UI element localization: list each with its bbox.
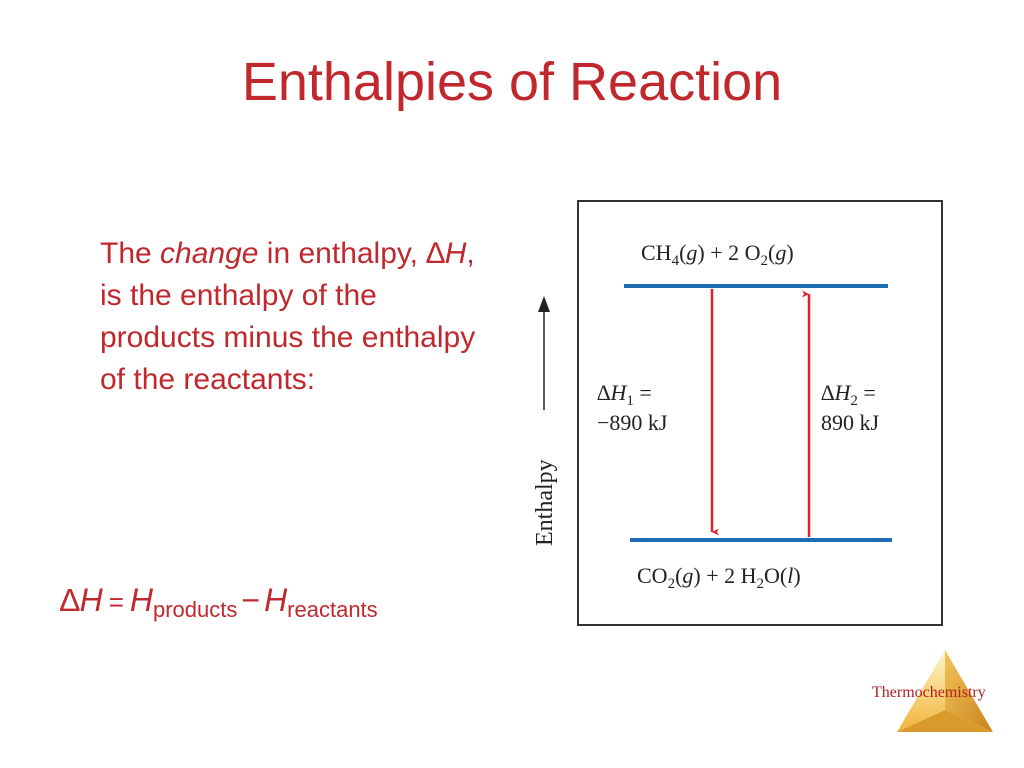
enthalpy-diagram: Enthalpy CH4(g) + 2 O2(g) CO2(g) + 2 H2O… [532,200,943,626]
upper-g1: g [686,240,697,265]
dh2-sub: 2 [850,393,858,409]
lower-paren1: ( [675,563,682,588]
text-part-3: , is the enthalpy of the products minus … [100,237,476,396]
upper-sub4: 4 [672,253,680,269]
upper-paren2: ) [697,240,704,265]
lower-sub2: 2 [668,576,676,592]
lower-state-label: CO2(g) + 2 H2O(l) [637,563,801,592]
upper-plus: + 2 O [705,240,761,265]
equation-delta: ∆ [60,582,80,618]
upper-g2: g [775,240,786,265]
dh1-h: H [609,380,627,405]
equation-equals: = [108,587,124,617]
upper-sub2: 2 [761,253,769,269]
definition-text: The change in enthalpy, ∆H, is the entha… [100,233,480,401]
lower-subh: 2 [757,576,765,592]
equation-products-subscript: products [152,597,238,622]
slide-title: Enthalpies of Reaction [241,52,783,112]
lower-o: O( [764,563,787,588]
lower-co: CO [637,563,668,588]
equation-h-reactants: H [264,582,288,618]
lower-plus: + 2 H [701,563,757,588]
upper-paren3: ( [768,240,775,265]
equation-minus: − [241,582,261,618]
delta-symbol: ∆ [426,237,445,270]
text-part-1: The [100,237,161,270]
lower-close: ) [793,563,800,588]
text-emphasis-change: change [160,237,259,270]
dh1-value: −890 kJ [597,410,668,435]
upper-ch: CH [641,240,672,265]
dh1-eq: = [634,380,652,405]
h-symbol: H [444,237,467,270]
dh1-sub: 1 [626,393,634,409]
upper-paren4: ) [786,240,793,265]
upper-paren1: ( [679,240,686,265]
lower-paren2: ) [693,563,700,588]
dh2-value: 890 kJ [821,410,880,435]
enthalpy-axis-arrowhead [538,296,550,312]
triangle-logo-icon [897,650,993,732]
equation-h-products: H [129,582,153,618]
text-part-2: in enthalpy, [258,237,427,270]
lower-l: l [787,563,793,588]
equation-h: H [79,582,103,618]
dh2-label: ∆H2 = [821,380,876,409]
enthalpy-axis-label: Enthalpy [532,459,558,546]
lower-g: g [682,563,693,588]
footer-label: Thermochemistry [872,684,986,701]
upper-state-label: CH4(g) + 2 O2(g) [641,240,794,269]
dh1-label: ∆H1 = [597,380,652,409]
dh2-delta: ∆ [821,380,834,405]
enthalpy-equation: ∆H = Hproducts − Hreactants [60,582,378,623]
dh2-h: H [833,380,851,405]
dh1-delta: ∆ [597,380,610,405]
dh2-eq: = [858,380,876,405]
diagram-frame [577,200,943,626]
equation-reactants-subscript: reactants [287,597,378,622]
